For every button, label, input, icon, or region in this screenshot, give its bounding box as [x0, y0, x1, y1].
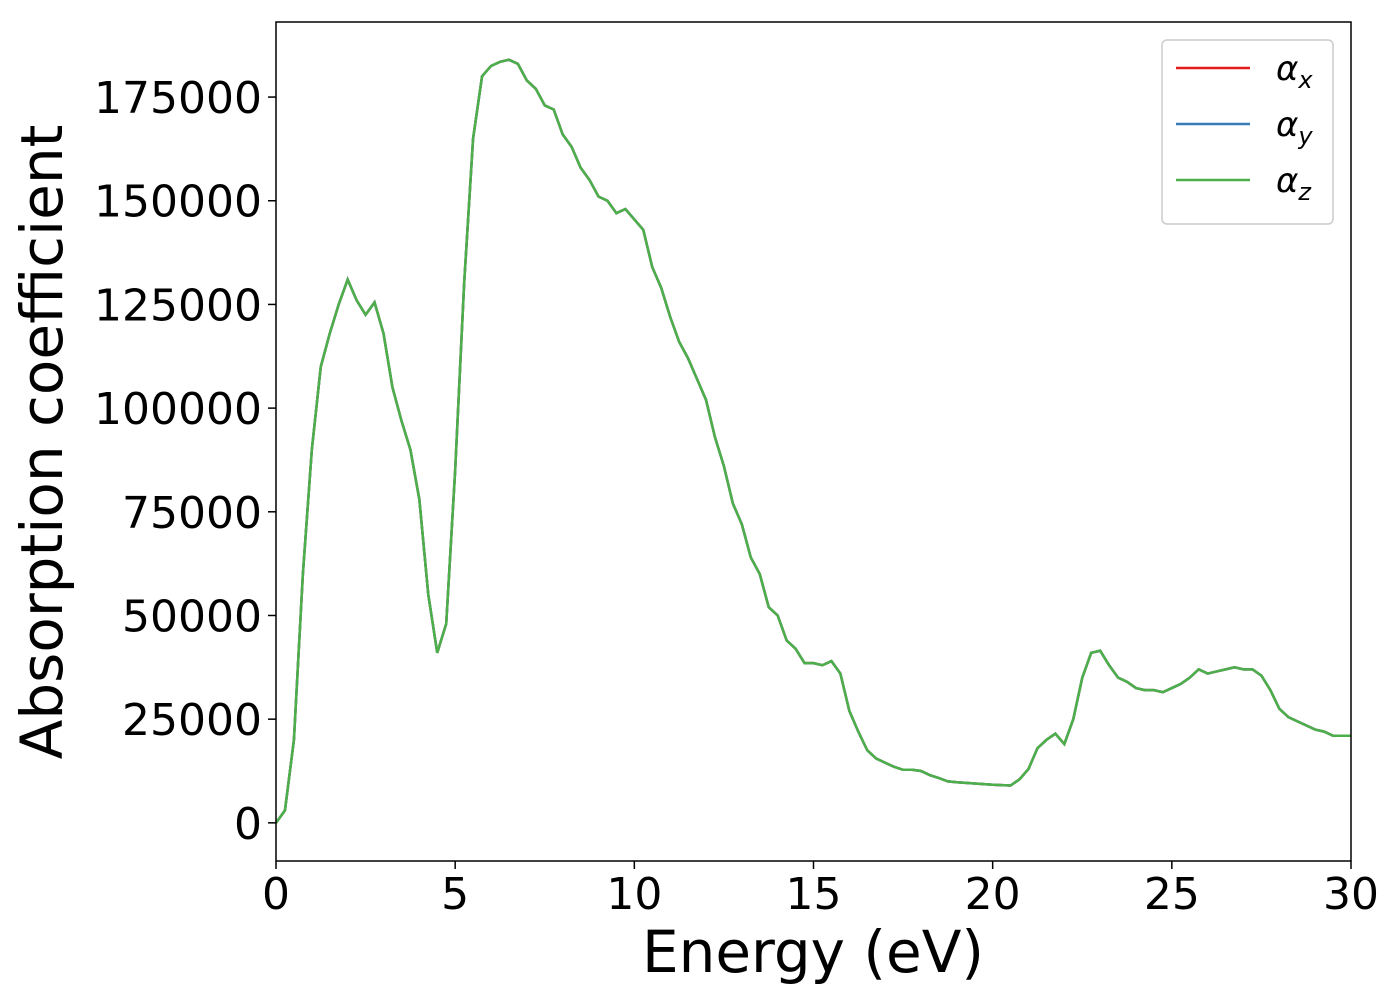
legend-box	[1161, 39, 1334, 225]
series-line	[274, 58, 1351, 824]
x-tick-label: 10	[606, 869, 662, 920]
y-tick-label: 150000	[94, 177, 262, 228]
legend-label: αx	[1276, 49, 1313, 94]
legend-label: αy	[1276, 105, 1313, 150]
y-tick-label: 75000	[122, 488, 262, 539]
plot-frame	[275, 21, 1352, 862]
x-tick-label: 15	[786, 869, 842, 920]
x-tick-label: 25	[1144, 869, 1200, 920]
y-tick-label: 125000	[94, 280, 262, 331]
legend-label: αz	[1276, 161, 1312, 206]
y-tick-label: 0	[234, 799, 262, 850]
x-tick-label: 0	[262, 869, 290, 920]
y-axis-label: Absorption coefficient	[8, 125, 76, 760]
x-tick-label: 5	[441, 869, 469, 920]
x-axis-label: Energy (eV)	[642, 918, 984, 986]
y-tick-label: 100000	[94, 384, 262, 435]
x-tick-label: 20	[965, 869, 1021, 920]
y-tick-label: 175000	[94, 73, 262, 124]
y-tick-label: 25000	[122, 695, 262, 746]
y-tick-label: 50000	[122, 591, 262, 642]
x-tick-label: 30	[1323, 869, 1379, 920]
